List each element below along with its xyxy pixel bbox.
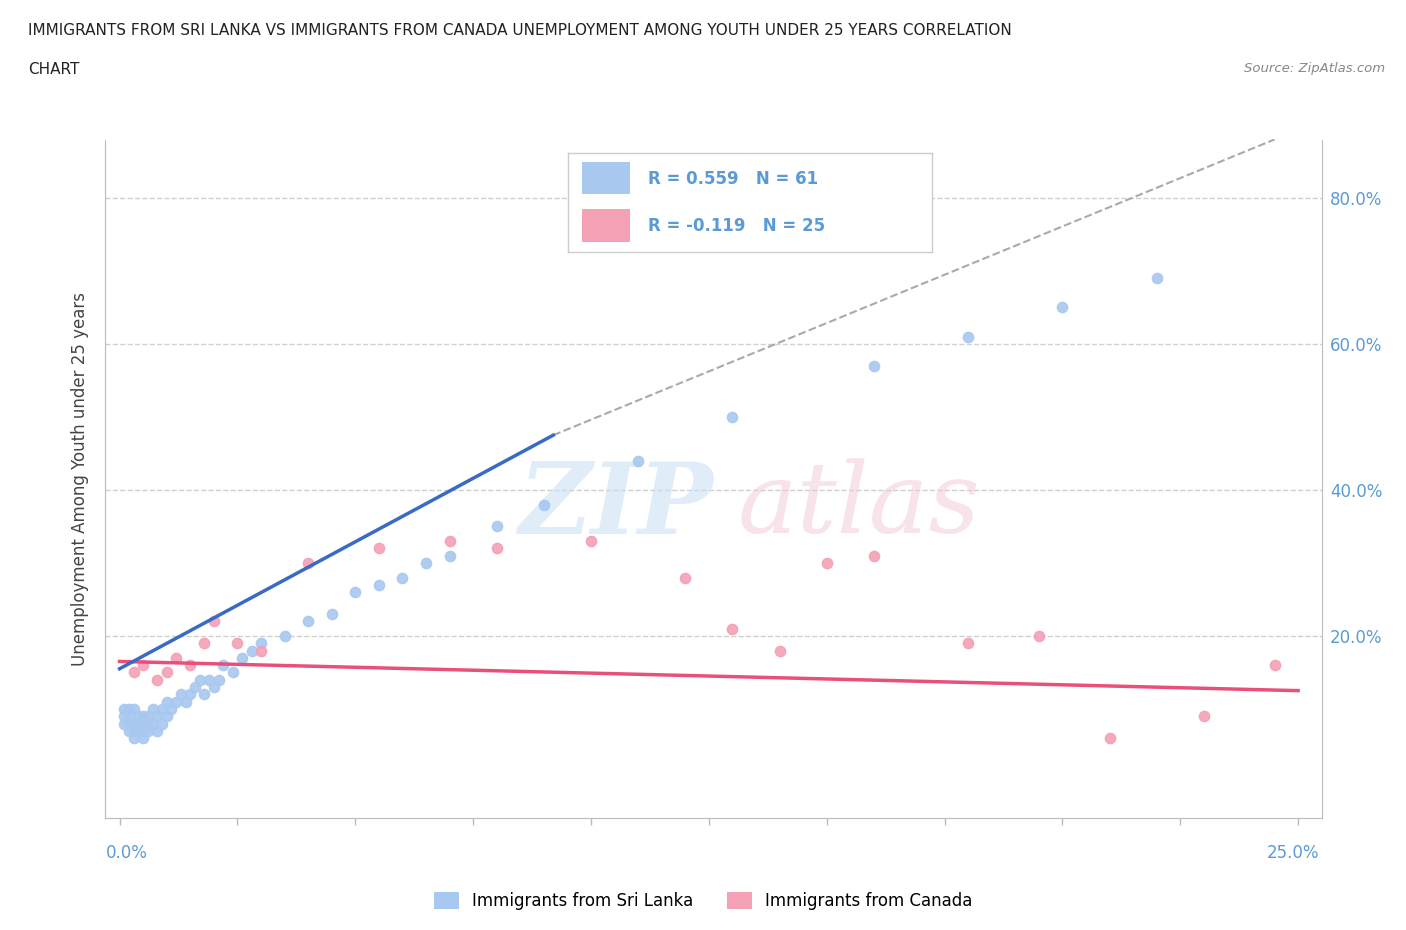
Point [156,665,179,680]
Point [132,731,155,746]
Point [212,658,235,672]
Y-axis label: Unemployment Among Youth under 25 years: Unemployment Among Youth under 25 years [72,292,90,666]
Point [815,555,838,570]
Point [193,636,215,651]
Point [174,694,197,709]
Point [533,497,555,512]
Point [122,724,145,738]
Point [150,701,173,716]
Text: atlas: atlas [738,458,980,553]
Point [146,709,169,724]
Point [179,687,201,702]
Point [439,548,461,563]
Point [132,724,155,738]
Point [1052,300,1074,315]
Point [132,658,155,672]
Point [297,614,319,629]
Point [122,665,145,680]
Point [367,578,389,592]
Point [240,643,263,658]
Point [391,570,413,585]
Point [156,694,179,709]
Point [721,621,744,636]
Point [862,548,884,563]
Point [202,680,225,695]
Point [160,701,183,716]
Point [132,709,155,724]
Point [198,672,221,687]
Point [118,716,141,731]
Point [136,724,159,738]
Text: 25.0%: 25.0% [1267,844,1319,862]
Point [136,709,159,724]
Point [862,358,884,373]
Text: 0.0%: 0.0% [105,844,148,862]
Point [250,636,273,651]
Point [222,665,245,680]
Point [1263,658,1285,672]
Point [579,534,602,549]
Point [957,636,980,651]
Point [179,658,201,672]
Point [485,541,508,556]
Text: IMMIGRANTS FROM SRI LANKA VS IMMIGRANTS FROM CANADA UNEMPLOYMENT AMONG YOUTH UND: IMMIGRANTS FROM SRI LANKA VS IMMIGRANTS … [28,23,1012,38]
Point [165,694,187,709]
Point [165,650,187,665]
Point [112,701,135,716]
Point [768,643,790,658]
Point [122,716,145,731]
Point [136,716,159,731]
Point [142,716,165,731]
Point [127,709,149,724]
Text: Source: ZipAtlas.com: Source: ZipAtlas.com [1244,62,1385,75]
Point [344,585,367,600]
Point [202,614,225,629]
Point [142,701,165,716]
Point [118,724,141,738]
Text: CHART: CHART [28,62,80,77]
Point [146,724,169,738]
Point [1028,629,1050,644]
Point [231,650,253,665]
Point [415,555,437,570]
Point [146,672,169,687]
Point [150,716,173,731]
Point [184,680,207,695]
Point [127,724,149,738]
Point [673,570,696,585]
Point [367,541,389,556]
Point [485,519,508,534]
Point [321,606,343,621]
Point [188,672,211,687]
Point [122,731,145,746]
Point [122,701,145,716]
Point [132,716,155,731]
Point [170,687,193,702]
Point [127,716,149,731]
Point [273,629,295,644]
Point [1098,731,1121,746]
Point [193,687,215,702]
Point [250,643,273,658]
Point [226,636,249,651]
Point [118,701,141,716]
Text: ZIP: ZIP [519,458,713,554]
Point [156,709,179,724]
Point [118,709,141,724]
Point [112,709,135,724]
Point [207,672,229,687]
Point [297,555,319,570]
Point [112,716,135,731]
Point [1192,709,1215,724]
Point [721,409,744,424]
Legend: Immigrants from Sri Lanka, Immigrants from Canada: Immigrants from Sri Lanka, Immigrants fr… [427,885,979,917]
Point [957,329,980,344]
Point [627,453,650,468]
Point [1146,271,1168,286]
Point [439,534,461,549]
